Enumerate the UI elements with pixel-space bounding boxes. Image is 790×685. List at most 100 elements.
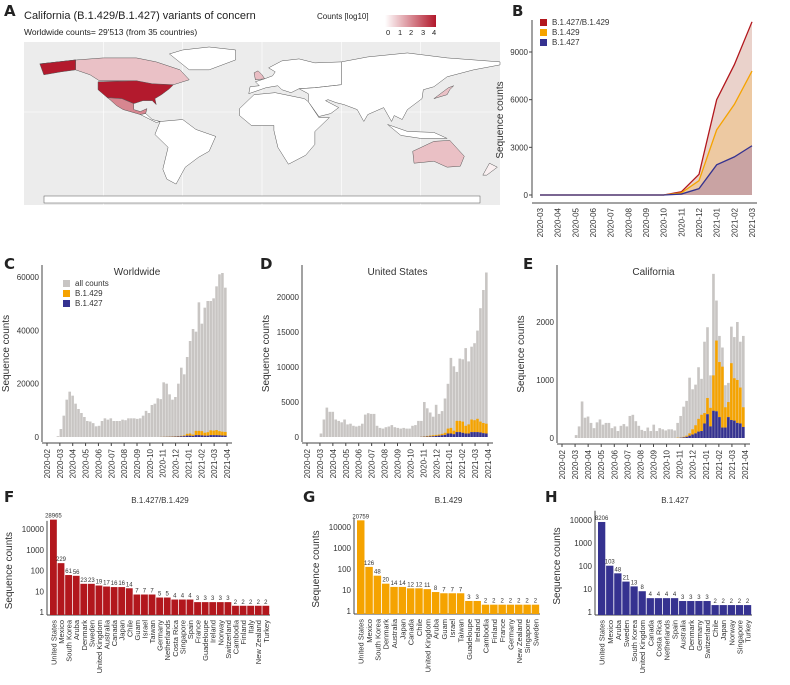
bar-all-counts [610,428,614,438]
bar-b1427 [180,436,183,437]
bar-b1429 [688,433,691,436]
bar-value-label: 3 [211,596,215,602]
bar-all-counts [141,415,145,437]
country-label: Chile [125,620,134,637]
map-country-united-kingdom [253,70,266,81]
bar-b1429 [191,434,195,436]
country-label: Spain [671,620,680,639]
bar-all-counts [470,346,473,437]
bar-all-counts [381,428,385,437]
country-label: Singapore [178,620,187,654]
bar-b1427 [742,426,745,438]
country-label: Germany [506,619,515,650]
chart-title: California [632,267,675,278]
x-tick-label: 2020-10 [146,448,155,478]
bar-value-label: 2 [738,599,742,605]
bar-all-counts [130,418,133,437]
bar [531,604,540,614]
bar-all-counts [328,411,332,437]
bar-all-counts [580,401,584,438]
country-label: United States [49,620,58,665]
bar-all-counts [437,413,441,437]
bar-value-label: 4 [188,594,192,600]
bar-b1429 [209,430,212,436]
bar [194,602,201,615]
bar-b1427 [724,427,727,438]
map-country-greenland [168,46,236,71]
country-label: United Kingdom [638,620,647,673]
y-axis-label: Sequence counts [261,315,272,392]
bar [490,604,498,614]
bar-value-label: 7 [135,589,139,595]
bar-b1427 [467,433,470,437]
bar-all-counts [331,411,335,437]
bar-b1429 [182,435,186,437]
bar-value-label: 229 [56,557,67,563]
legend-swatch [63,300,70,307]
y-tick-label: 1000 [26,546,44,555]
x-tick-label: 2020-08 [120,448,129,478]
bar-b1427 [461,432,465,437]
bar-b1429 [188,433,192,436]
bar [703,601,711,615]
bar-all-counts [372,413,376,437]
x-tick-label: 2020-10 [660,207,669,237]
bar-b1427 [694,433,697,438]
bar-value-label: 23 [80,578,87,584]
x-tick-label: 2020-09 [650,449,659,479]
bar-value-label: 7 [459,587,463,593]
bar-all-counts [159,399,163,437]
bar [448,593,456,614]
country-label: South Korea [65,619,74,662]
bar [178,599,186,615]
bar-all-counts [153,403,157,437]
bar-all-counts [71,395,74,437]
bar-b1429 [724,407,727,428]
legend-label: B.1.429 [552,28,580,37]
bar-all-counts [625,426,629,438]
bar-all-counts [595,422,599,438]
country-label: Netherlands [662,620,671,661]
country-label: Turkey [262,620,271,643]
bar-value-label: 2 [492,599,496,605]
bar-all-counts [396,427,400,437]
bar-all-counts [455,371,459,437]
country-label: Canada [110,619,119,646]
x-tick-label: 2020-05 [597,449,606,479]
bar [638,591,646,615]
bar-value-label: 4 [673,592,677,598]
bar-all-counts [405,428,408,437]
bar-all-counts [384,427,388,437]
bar-all-counts [688,377,691,438]
bar [141,594,148,615]
bar-all-counts [162,382,165,437]
bar-all-counts [171,399,174,437]
bar-value-label: 2 [746,599,750,605]
bar-all-counts [124,420,127,437]
bar-b1427 [476,432,479,437]
bar [743,605,752,615]
bar-all-counts [440,411,444,437]
country-label: Germany [156,620,165,651]
x-tick-label: 2021-02 [197,448,206,478]
country-label: Turkey [744,620,753,643]
bar-all-counts [652,424,656,438]
panel-label-c: C [4,255,16,273]
bar-all-counts [622,424,626,438]
bar-all-counts [83,417,86,437]
bar-all-counts [135,418,139,437]
country-label: Israel [140,620,149,639]
bar-value-label: 2 [264,600,268,606]
bar-all-counts [115,421,118,437]
map-country-asia [298,52,501,123]
chart-title: B.1.427 [661,496,689,505]
x-tick-label: 2020-08 [624,207,633,237]
bar [232,605,239,615]
bar-value-label: 2 [241,600,245,606]
bar-value-label: 2 [249,600,253,606]
bar-all-counts [77,409,80,437]
bar-all-counts [375,425,379,437]
bar-value-label: 20759 [352,514,369,520]
y-tick-label: 0 [295,433,300,442]
